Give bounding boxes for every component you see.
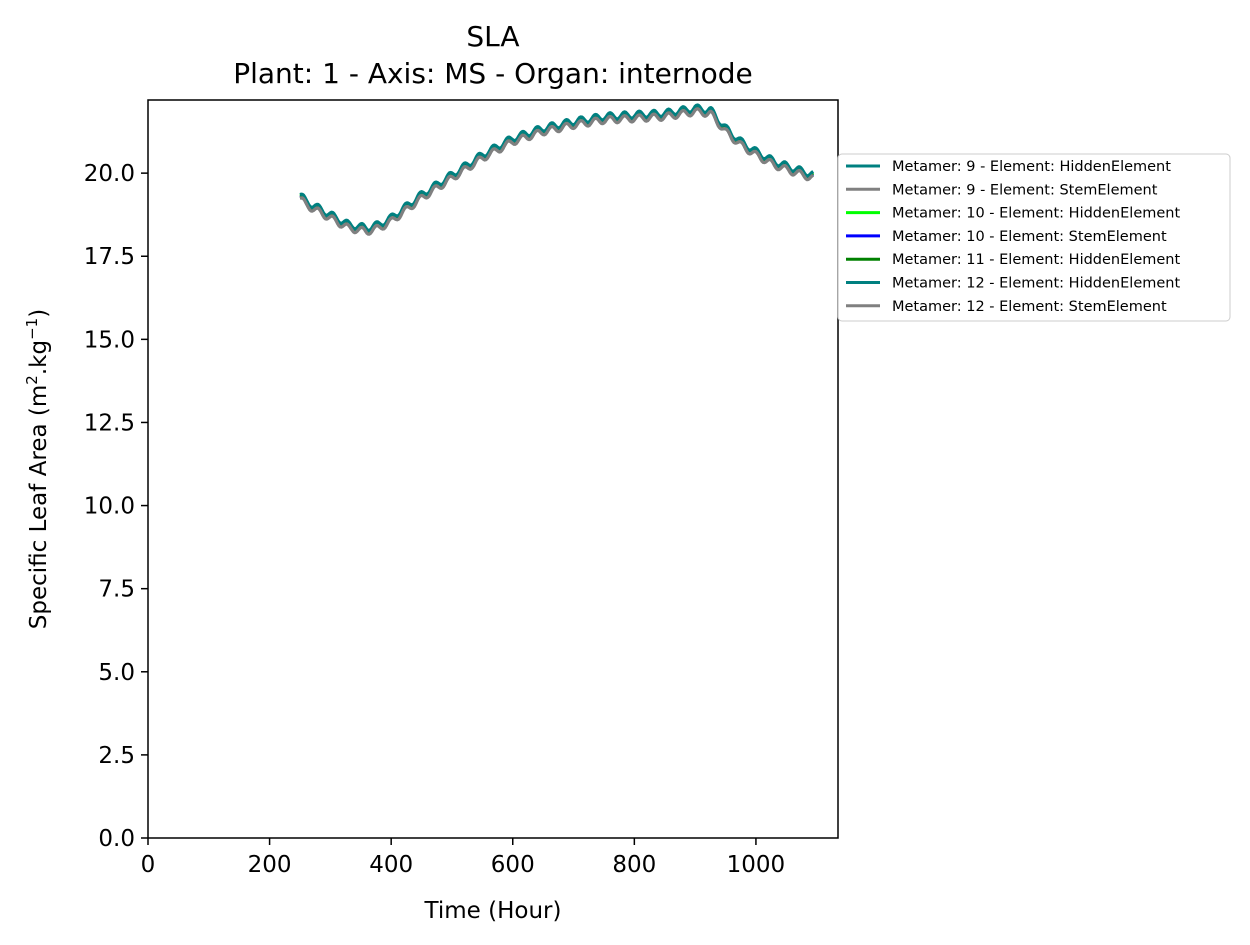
y-tick-label: 17.5 [84,244,135,270]
series-line-1 [300,105,813,230]
y-tick-label: 10.0 [84,494,135,520]
y-tick-label: 7.5 [98,577,135,603]
y-axis-label: Specific Leaf Area (m2.kg−1) [23,309,52,629]
legend-label-4: Metamer: 10 - Element: StemElement [892,229,1167,245]
chart-subtitle: Plant: 1 - Axis: MS - Organ: internode [233,57,753,90]
y-tick-label: 20.0 [84,161,135,187]
x-tick-label: 200 [248,852,292,878]
x-tick-label: 1000 [727,852,786,878]
legend-label-2: Metamer: 9 - Element: StemElement [892,182,1158,198]
x-tick-label: 0 [141,852,156,878]
x-tick-label: 600 [491,852,535,878]
legend-label-6: Metamer: 12 - Element: HiddenElement [892,276,1180,292]
x-axis: 0 200 400 600 800 1000 [141,838,786,878]
x-tick-label: 400 [369,852,413,878]
y-tick-label: 12.5 [84,410,135,436]
legend-label-3: Metamer: 10 - Element: HiddenElement [892,206,1180,222]
y-axis: 0.0 2.5 5.0 7.5 10.0 12.5 15.0 17.5 20.0 [84,161,148,852]
series-line-6 [300,105,813,230]
y-tick-label: 2.5 [98,743,135,769]
plot-lines [300,105,813,234]
legend-label-7: Metamer: 12 - Element: StemElement [892,299,1167,315]
plot-frame [148,100,838,838]
y-tick-label: 5.0 [98,660,135,686]
x-tick-label: 800 [612,852,656,878]
x-axis-label: Time (Hour) [424,898,562,924]
y-tick-label: 15.0 [84,327,135,353]
legend-label-1: Metamer: 9 - Element: HiddenElement [892,159,1171,175]
chart-title: SLA [466,20,519,53]
legend-label-5: Metamer: 11 - Element: HiddenElement [892,252,1180,268]
y-tick-label: 0.0 [98,826,135,852]
legend: Metamer: 9 - Element: HiddenElement Metam… [838,154,1230,321]
